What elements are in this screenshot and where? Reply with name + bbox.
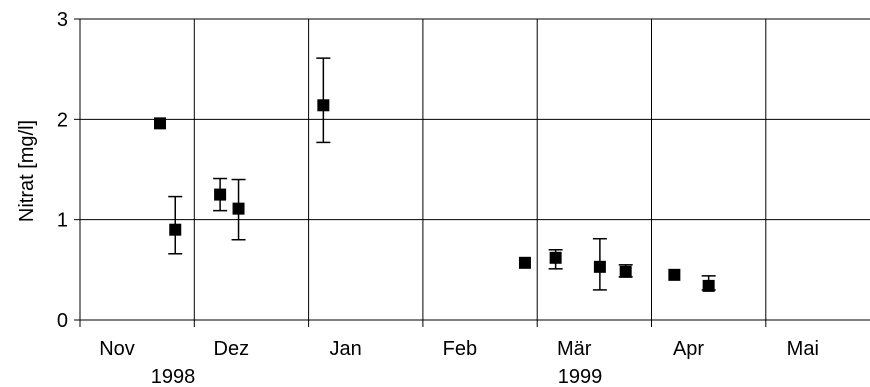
data-point-group [213,177,228,212]
data-points [154,57,716,292]
data-point [619,265,632,278]
data-point-group [316,57,331,144]
data-point-group [618,264,633,278]
year-label: 1999 [558,366,603,387]
data-point [169,223,182,236]
data-point-group [518,256,531,269]
data-point-group [668,268,681,281]
data-point-group [548,249,563,270]
y-tick-label: 3 [57,9,68,31]
data-point [214,188,227,201]
data-point [593,260,606,273]
axis-ticks [74,18,767,327]
grid [80,19,870,320]
data-point [668,268,681,281]
data-point [154,117,167,130]
data-point-group [592,237,607,291]
y-tick-label: 0 [57,310,68,332]
x-tick-label: Mai [787,338,819,360]
data-point-group [154,117,167,130]
data-point-group [701,275,716,292]
data-point [549,251,562,264]
y-axis-label: Nitrat [mg/l] [16,120,38,222]
data-point-group [168,195,183,255]
y-tick-label: 1 [57,210,68,232]
axis-labels: 0 1 2 3 Nov Dez Jan Feb Mär Apr Mai 1998 1999 [57,9,819,387]
x-tick-label: Jan [329,338,361,360]
y-tick-label: 2 [57,109,68,131]
data-point [317,99,330,112]
data-point [702,279,715,292]
x-tick-label: Mär [557,338,592,360]
x-tick-label: Apr [673,338,704,360]
plot-frame [79,18,870,321]
data-point [518,256,531,269]
data-point [232,202,245,215]
year-label: 1998 [151,366,196,387]
x-tick-label: Feb [443,338,477,360]
data-point-group [231,178,246,241]
x-tick-label: Nov [99,338,135,360]
x-tick-label: Dez [214,338,250,360]
